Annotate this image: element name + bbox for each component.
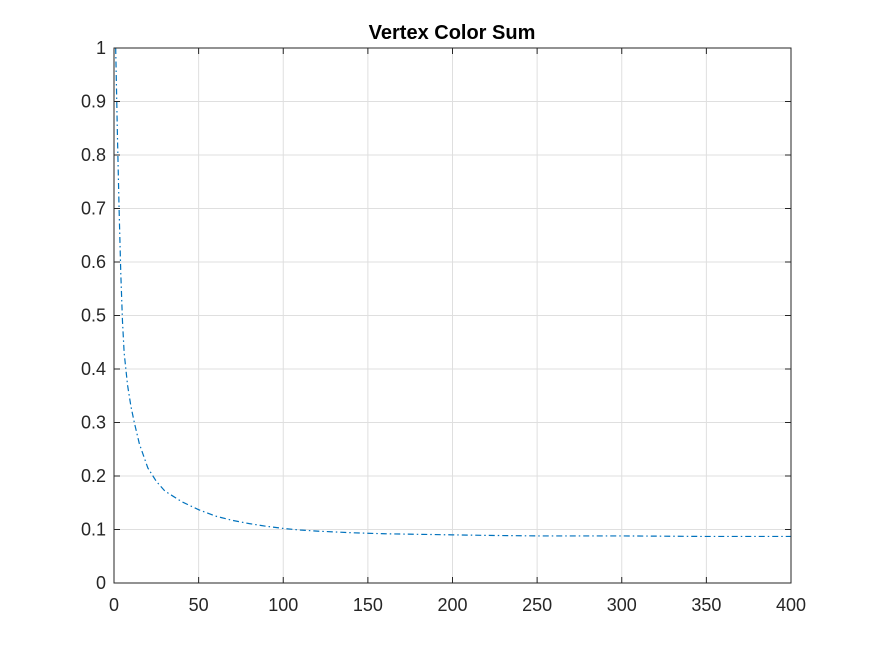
x-tick-label: 0	[109, 595, 119, 615]
y-tick-label: 1	[96, 38, 106, 58]
chart-title: Vertex Color Sum	[369, 22, 536, 44]
x-tick-label: 300	[607, 595, 637, 615]
x-tick-label: 50	[189, 595, 209, 615]
y-tick-label: 0.4	[81, 359, 106, 379]
tick-labels: 0 50 100 150 200 250 300 350 400 0 0.1 0.2 0.3 0.4 0.5…	[81, 38, 806, 615]
y-tick-label: 0	[96, 573, 106, 593]
x-tick-label: 100	[268, 595, 298, 615]
y-tick-label: 0.6	[81, 252, 106, 272]
plot-area	[115, 47, 791, 538]
axes	[113, 47, 792, 584]
y-tick-label: 0.5	[81, 306, 106, 326]
y-tick-label: 0.3	[81, 413, 106, 433]
x-tick-label: 150	[353, 595, 383, 615]
y-tick-label: 0.7	[81, 199, 106, 219]
x-tick-label: 350	[691, 595, 721, 615]
grid-lines	[114, 48, 791, 583]
x-tick-label: 400	[776, 595, 806, 615]
y-tick-label: 0.1	[81, 520, 106, 540]
series-line-1	[115, 47, 791, 538]
y-tick-label: 0.8	[81, 145, 106, 165]
y-tick-label: 0.2	[81, 466, 106, 486]
x-tick-label: 250	[522, 595, 552, 615]
x-tick-label: 200	[437, 595, 467, 615]
y-tick-label: 0.9	[81, 92, 106, 112]
